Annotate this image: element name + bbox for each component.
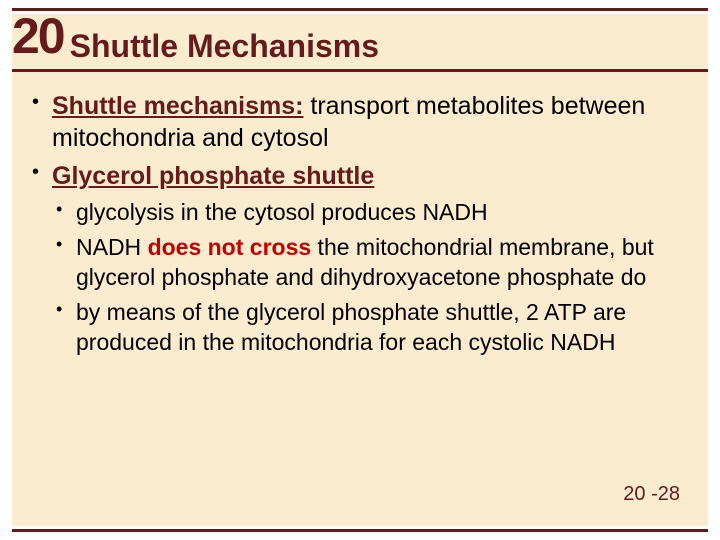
list-item: NADH does not cross the mitochondrial me… <box>52 233 686 292</box>
top-rule <box>12 8 708 11</box>
body-text: glycolysis in the cytosol produces NADH <box>76 199 488 225</box>
level2-list: glycolysis in the cytosol produces NADH … <box>52 198 686 357</box>
body-text: by means of the glycerol phosphate shutt… <box>76 299 626 354</box>
content-area: 20 Shuttle Mechanisms Shuttle mechanisms… <box>12 14 708 526</box>
list-item: glycolysis in the cytosol produces NADH <box>52 198 686 227</box>
chapter-number: 20 <box>12 14 64 59</box>
bullet-list: Shuttle mechanisms: transport metabolite… <box>12 72 708 357</box>
slide: 20 Shuttle Mechanisms Shuttle mechanisms… <box>0 0 720 540</box>
level1-list: Shuttle mechanisms: transport metabolite… <box>30 90 686 357</box>
term-text: Glycerol phosphate shuttle <box>52 162 374 190</box>
list-item: Glycerol phosphate shuttle glycolysis in… <box>30 160 686 357</box>
term-text: Shuttle mechanisms: <box>52 92 303 120</box>
bottom-rule <box>12 529 708 532</box>
list-item: by means of the glycerol phosphate shutt… <box>52 298 686 357</box>
emphasis-text: does not cross <box>148 234 312 260</box>
body-text: NADH <box>76 234 148 260</box>
slide-title: Shuttle Mechanisms <box>70 14 379 65</box>
list-item: Shuttle mechanisms: transport metabolite… <box>30 90 686 154</box>
header-row: 20 Shuttle Mechanisms <box>12 14 708 72</box>
page-number: 20 -28 <box>623 483 680 506</box>
